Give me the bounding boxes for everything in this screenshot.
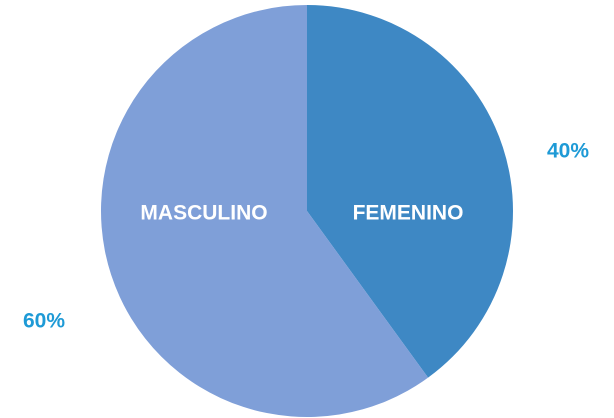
pie-slice xyxy=(101,5,429,417)
slice-label: MASCULINO xyxy=(140,202,267,225)
slice-label: FEMENINO xyxy=(353,202,464,225)
value-label: 60% xyxy=(23,310,65,333)
value-label: 40% xyxy=(547,140,589,163)
pie-slice xyxy=(307,5,514,378)
